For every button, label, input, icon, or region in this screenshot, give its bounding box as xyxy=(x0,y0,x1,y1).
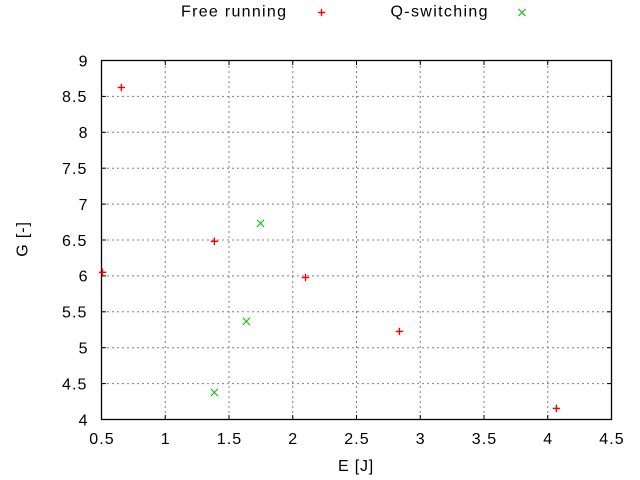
svg-text:9: 9 xyxy=(79,53,88,70)
svg-text:5.5: 5.5 xyxy=(62,305,88,322)
svg-text:4.5: 4.5 xyxy=(62,376,88,393)
svg-text:E [J]: E [J] xyxy=(338,458,374,475)
svg-text:4: 4 xyxy=(543,431,552,448)
svg-text:4.5: 4.5 xyxy=(599,431,625,448)
svg-text:3.5: 3.5 xyxy=(472,431,498,448)
svg-text:Free running: Free running xyxy=(181,4,286,21)
svg-text:1.5: 1.5 xyxy=(217,431,243,448)
svg-text:2: 2 xyxy=(288,431,297,448)
svg-text:1: 1 xyxy=(161,431,170,448)
svg-text:6.5: 6.5 xyxy=(62,233,88,250)
svg-text:2.5: 2.5 xyxy=(344,431,370,448)
svg-text:4: 4 xyxy=(79,412,88,429)
svg-text:7: 7 xyxy=(79,197,88,214)
svg-text:5: 5 xyxy=(79,341,88,358)
svg-text:3: 3 xyxy=(416,431,425,448)
svg-text:Q-switching: Q-switching xyxy=(391,4,488,21)
svg-text:8: 8 xyxy=(79,125,88,142)
svg-text:8.5: 8.5 xyxy=(62,89,88,106)
svg-text:0.5: 0.5 xyxy=(89,431,115,448)
svg-text:6: 6 xyxy=(79,269,88,286)
svg-text:7.5: 7.5 xyxy=(62,161,88,178)
svg-text:G [-]: G [-] xyxy=(15,221,32,257)
